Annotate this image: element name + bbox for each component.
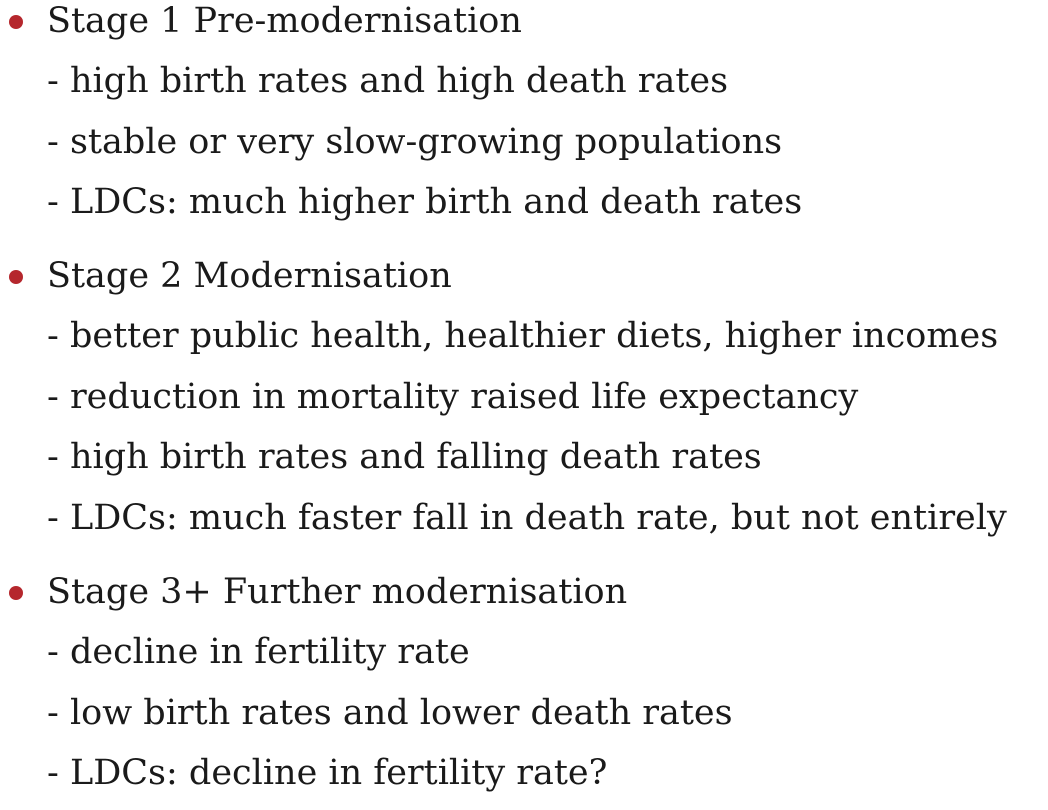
stage-2-point-4: - LDCs: much faster fall in death rate, … [0, 488, 1048, 549]
point-text: - high birth rates and high death rates [47, 61, 729, 101]
bullet-icon [9, 270, 23, 284]
stage-2-title: Stage 2 Modernisation [47, 256, 452, 296]
point-text: - reduction in mortality raised life exp… [47, 376, 859, 417]
stage-3-point-1: - decline in fertility rate [0, 622, 1048, 683]
point-text: - decline in fertility rate [47, 632, 470, 672]
bullet-icon [9, 586, 23, 600]
stage-1-point-1: - high birth rates and high death rates [0, 51, 1048, 112]
stage-3-title: Stage 3+ Further modernisation [47, 572, 628, 612]
stage-3-heading: Stage 3+ Further modernisation [0, 562, 1048, 622]
point-text: - high birth rates and falling death rat… [47, 437, 762, 477]
stage-3-point-2: - low birth rates and lower death rates [0, 683, 1048, 744]
point-text: - low birth rates and lower death rates [47, 692, 733, 733]
point-text: - LDCs: much faster fall in death rate, … [47, 497, 1007, 538]
point-text: - stable or very slow-growing population… [47, 121, 783, 162]
stage-1-section: Stage 1 Pre-modernisation - high birth r… [0, 0, 1048, 233]
stage-3-point-3: - LDCs: decline in fertility rate? [0, 743, 1048, 804]
stage-3-section: Stage 3+ Further modernisation - decline… [0, 562, 1048, 804]
stage-2-heading: Stage 2 Modernisation [0, 246, 1048, 306]
stage-2-section: Stage 2 Modernisation - better public he… [0, 246, 1048, 548]
point-text: - LDCs: much higher birth and death rate… [47, 182, 803, 222]
stage-1-point-2: - stable or very slow-growing population… [0, 112, 1048, 173]
stage-1-point-3: - LDCs: much higher birth and death rate… [0, 172, 1048, 233]
point-text: - better public health, healthier diets,… [47, 316, 999, 356]
stage-2-point-1: - better public health, healthier diets,… [0, 306, 1048, 367]
stage-2-point-3: - high birth rates and falling death rat… [0, 427, 1048, 488]
stage-1-title: Stage 1 Pre-modernisation [47, 1, 522, 41]
point-text: - LDCs: decline in fertility rate? [47, 753, 608, 793]
stage-2-point-2: - reduction in mortality raised life exp… [0, 367, 1048, 428]
stage-1-heading: Stage 1 Pre-modernisation [0, 0, 1048, 51]
bullet-icon [9, 15, 23, 29]
